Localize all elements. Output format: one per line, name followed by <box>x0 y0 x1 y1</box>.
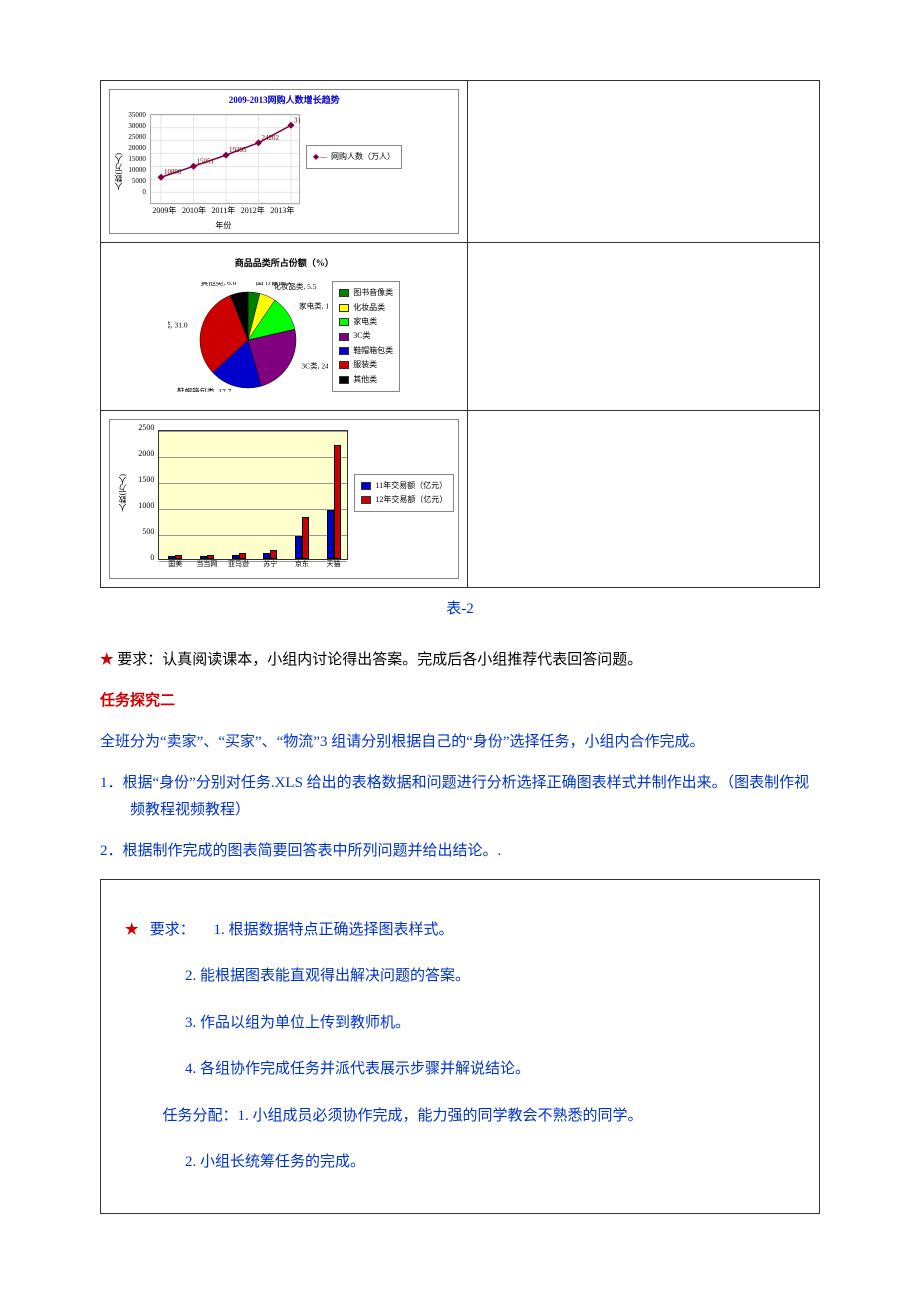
bar <box>302 517 309 559</box>
line-chart-plot: 10800 15051 19395 24202 31005 <box>150 114 300 204</box>
box-req-item: 4. 各组协作完成任务并派代表展示步骤并解说结论。 <box>125 1055 795 1084</box>
requirements-box: ★ 要求： 1. 根据数据特点正确选择图表样式。 2. 能根据图表能直观得出解决… <box>100 879 820 1214</box>
legend-item: 鞋帽箱包类 <box>339 344 393 358</box>
list-item: 1．根据“身份”分别对任务.XLS 给出的表格数据和问题进行分析选择正确图表样式… <box>100 770 820 824</box>
table-cell-pie-chart: 商品品类所占份额（%） 图书音像类,化妆品类, 5.5家电类, 12.03C类,… <box>101 242 468 410</box>
legend-item: 3C类 <box>339 329 393 343</box>
svg-text:3C类, 24.2: 3C类, 24.2 <box>302 360 329 370</box>
requirement-line: ★ 要求：认真阅读课本，小组内讨论得出答案。完成后各小组推荐代表回答问题。 <box>100 647 820 674</box>
line-chart-xlabel: 年份 <box>148 219 298 233</box>
table-cell-empty <box>468 242 820 410</box>
line-chart: 2009-2013网购人数增长趋势 人数(万人) 35000 30000 250… <box>109 89 459 234</box>
box-task-item: 1. 小组成员必须协作完成，能力强的同学教会不熟悉的同学。 <box>238 1108 643 1124</box>
legend-item: 服装类 <box>339 358 393 372</box>
table-cell-empty <box>468 410 820 587</box>
bar-chart: 人数(万人) 国美当当网亚马逊苏宁京东天猫 050010001500200025… <box>109 419 459 579</box>
legend-item: 11年交易额（亿元） <box>361 479 447 493</box>
legend-item: ◆—网购人数（万人） <box>313 150 395 164</box>
svg-text:10800: 10800 <box>164 168 182 176</box>
line-chart-yticks: 35000 30000 25000 20000 15000 10000 5000… <box>128 110 148 198</box>
requirement-text: 要求：认真阅读课本，小组内讨论得出答案。完成后各小组推荐代表回答问题。 <box>117 652 642 668</box>
bar-chart-legend: 11年交易额（亿元）12年交易额（亿元） <box>354 474 454 513</box>
svg-text:鞋帽箱包类, 17.7: 鞋帽箱包类, 17.7 <box>177 385 232 391</box>
legend-item: 图书音像类 <box>339 286 393 300</box>
bar <box>327 510 334 559</box>
line-chart-legend: ◆—网购人数（万人） <box>306 145 402 169</box>
table-cell-bar-chart: 人数(万人) 国美当当网亚马逊苏宁京东天猫 050010001500200025… <box>101 410 468 587</box>
bar <box>334 445 341 559</box>
intro-paragraph: 全班分为“卖家”、“买家”、“物流”3 组请分别根据自己的“身份”选择任务，小组… <box>100 729 820 756</box>
legend-item: 12年交易额（亿元） <box>361 493 447 507</box>
pie-chart-plot: 图书音像类,化妆品类, 5.5家电类, 12.03C类, 24.2鞋帽箱包类, … <box>168 282 328 392</box>
table-2: 2009-2013网购人数增长趋势 人数(万人) 35000 30000 250… <box>100 80 820 588</box>
pie-chart-legend: 图书音像类化妆品类家电类3C类鞋帽箱包类服装类其他类 <box>332 281 400 392</box>
box-req-item: 2. 能根据图表能直观得出解决问题的答案。 <box>125 962 795 991</box>
box-task-label: 任务分配： <box>163 1108 238 1124</box>
legend-item: 化妆品类 <box>339 301 393 315</box>
box-task-item: 2. 小组长统筹任务的完成。 <box>125 1148 795 1177</box>
svg-text:19395: 19395 <box>229 146 247 154</box>
line-chart-title: 2009-2013网购人数增长趋势 <box>110 90 458 110</box>
box-req-label: 要求： <box>150 922 195 938</box>
svg-text:15051: 15051 <box>196 157 214 165</box>
bar-chart-plot: 国美当当网亚马逊苏宁京东天猫 <box>158 430 348 560</box>
table-cell-line-chart: 2009-2013网购人数增长趋势 人数(万人) 35000 30000 250… <box>101 81 468 243</box>
box-req-item: 1. 根据数据特点正确选择图表样式。 <box>213 922 453 938</box>
line-chart-xticks: 2009年2010年2011年2012年2013年 <box>148 204 298 218</box>
pie-chart-title: 商品品类所占份额（%） <box>111 253 457 273</box>
bar <box>295 536 302 559</box>
legend-item: 家电类 <box>339 315 393 329</box>
list-item: 2．根据制作完成的图表简要回答表中所列问题并给出结论。. <box>100 838 820 865</box>
svg-text:31005: 31005 <box>294 116 301 124</box>
line-chart-ylabel: 人数(万人) <box>110 153 128 190</box>
star-icon: ★ <box>100 652 113 668</box>
table-caption: 表-2 <box>100 596 820 623</box>
pie-chart: 商品品类所占份额（%） 图书音像类,化妆品类, 5.5家电类, 12.03C类,… <box>107 249 461 404</box>
svg-text:化妆品类, 5.5: 化妆品类, 5.5 <box>274 282 317 291</box>
svg-text:家电类, 12.0: 家电类, 12.0 <box>299 300 328 310</box>
section-heading: 任务探究二 <box>100 688 820 715</box>
box-req-item: 3. 作品以组为单位上传到教师机。 <box>125 1009 795 1038</box>
svg-text:其他类, 6.0: 其他类, 6.0 <box>201 282 237 287</box>
legend-item: 其他类 <box>339 373 393 387</box>
box-req-line: ★ 要求： 1. 根据数据特点正确选择图表样式。 <box>125 916 795 945</box>
table-cell-empty <box>468 81 820 243</box>
svg-text:24202: 24202 <box>261 134 279 142</box>
star-icon: ★ <box>125 922 138 938</box>
box-task-line: 任务分配：1. 小组成员必须协作完成，能力强的同学教会不熟悉的同学。 <box>125 1102 795 1131</box>
numbered-list: 1．根据“身份”分别对任务.XLS 给出的表格数据和问题进行分析选择正确图表样式… <box>100 770 820 865</box>
svg-text:服装类, 31.0: 服装类, 31.0 <box>168 319 188 329</box>
bar-chart-ylabel: 人数(万人) <box>114 474 132 511</box>
